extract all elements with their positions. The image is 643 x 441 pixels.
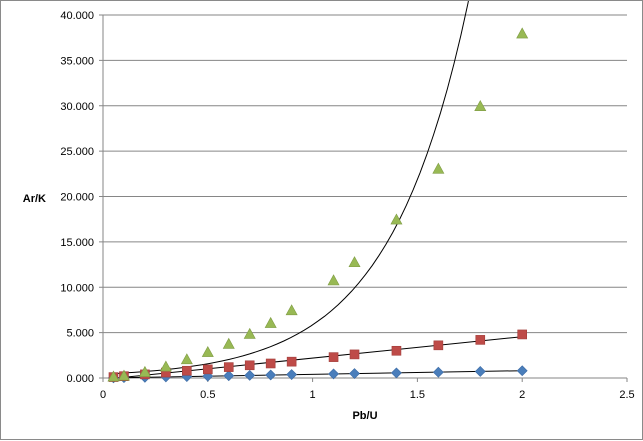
- series-2-point: [203, 364, 213, 375]
- series-2-point: [349, 349, 360, 360]
- series-3-point: [348, 256, 361, 268]
- x-tick-label: 1: [310, 389, 316, 401]
- y-tick-label: 35.000: [60, 55, 94, 67]
- series-1-point: [286, 369, 298, 380]
- series-3-point: [474, 100, 487, 111]
- x-tick-label: 2: [519, 389, 525, 401]
- series-1-point: [432, 366, 444, 378]
- series-1-point: [223, 370, 235, 382]
- trendline-2: [113, 336, 523, 379]
- x-tick-label: 0: [100, 389, 106, 401]
- y-tick-label: 5.000: [66, 328, 94, 340]
- series-3-point: [180, 353, 193, 365]
- x-tick-label: 1.5: [410, 389, 425, 401]
- series-3-point: [117, 369, 130, 381]
- series-2-point: [391, 345, 402, 356]
- series-2-point: [265, 358, 276, 369]
- series-3-point: [432, 162, 445, 174]
- series-3-point: [264, 316, 277, 328]
- gridlines: [99, 14, 628, 382]
- series-3-point: [390, 213, 403, 225]
- tick-labels: 0.000 5.000 10.000 15.000 20.000 25.000 30.000…: [60, 10, 634, 401]
- y-tick-label: 10.000: [60, 282, 94, 294]
- x-tick-label: 0.5: [200, 389, 215, 401]
- trendlines: [113, 1, 523, 379]
- series-3-point: [138, 365, 151, 377]
- series-3-point: [516, 27, 529, 39]
- series-3-point: [243, 327, 256, 339]
- y-tick-label: 20.000: [60, 192, 94, 204]
- series-2-point: [517, 329, 528, 340]
- y-tick-label: 15.000: [60, 237, 94, 249]
- series-1-point: [474, 366, 486, 377]
- x-axis-title: Pb/U: [352, 410, 377, 422]
- series-2-point: [328, 352, 339, 362]
- y-tick-label: 40.000: [60, 10, 94, 22]
- series-3-point: [159, 360, 172, 372]
- series-3-point: [222, 337, 235, 349]
- y-tick-label: 0.000: [66, 373, 94, 385]
- series-2-point: [182, 365, 192, 376]
- series-1-point: [349, 368, 360, 379]
- series-3-point: [107, 370, 120, 382]
- series-1-point: [265, 369, 277, 381]
- series-3-point: [327, 274, 340, 286]
- y-tick-label: 30.000: [60, 101, 94, 113]
- series-2-point: [433, 340, 444, 351]
- series-3-point: [201, 345, 214, 357]
- series-2-point: [244, 360, 255, 371]
- x-tick-label: 2.5: [619, 389, 634, 401]
- series-1-point: [516, 365, 528, 377]
- series-1-point: [391, 367, 402, 379]
- series-2-point: [286, 356, 297, 367]
- trendline-3: [113, 1, 469, 375]
- series-2-point: [223, 362, 234, 372]
- y-tick-label: 25.000: [60, 146, 94, 158]
- data-markers: [107, 27, 529, 384]
- y-axis-title: Ar/K: [23, 193, 46, 205]
- series-2-point: [475, 335, 486, 345]
- series-1-point: [244, 369, 256, 381]
- series-1-point: [328, 368, 339, 380]
- series-3-point: [285, 304, 298, 316]
